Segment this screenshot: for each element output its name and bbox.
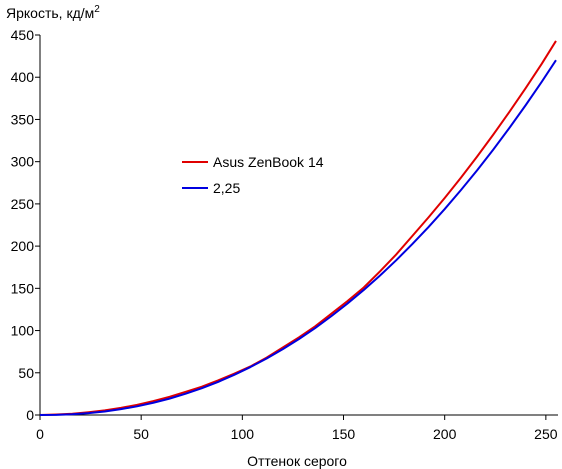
legend-label-gamma: 2,25 [213,180,240,196]
y-axis-title-text: Яркость, кд/м [6,5,94,21]
y-tick-label: 50 [18,365,34,381]
x-tick-label: 200 [433,426,457,442]
legend: Asus ZenBook 14 2,25 [182,154,324,196]
x-tick-label: 150 [332,426,356,442]
y-axis-title-superscript: 2 [94,4,100,15]
series-line-gamma-2-25 [39,59,557,416]
y-tick-label: 250 [11,196,35,212]
y-axis-title: Яркость, кд/м2 [6,4,100,21]
y-tick-label: 150 [11,280,35,296]
series-line-asus-zenbook-14 [39,40,557,416]
y-tick-label: 300 [11,154,35,170]
y-tick-label: 100 [11,323,35,339]
y-tick-label: 200 [11,238,35,254]
x-axis: 0 50 100 150 200 250 [36,415,558,442]
y-tick-label: 0 [26,407,34,423]
x-axis-title: Оттенок серого [247,453,347,469]
x-tick-label: 0 [36,426,44,442]
y-axis: 0 50 100 150 200 250 300 350 400 450 [11,27,40,423]
x-tick-label: 250 [534,426,558,442]
y-tick-label: 400 [11,69,35,85]
y-tick-label: 350 [11,111,35,127]
x-tick-label: 100 [231,426,255,442]
series-layer [39,40,557,416]
x-tick-label: 50 [133,426,149,442]
legend-label-asus: Asus ZenBook 14 [213,154,324,170]
y-tick-label: 450 [11,27,35,43]
